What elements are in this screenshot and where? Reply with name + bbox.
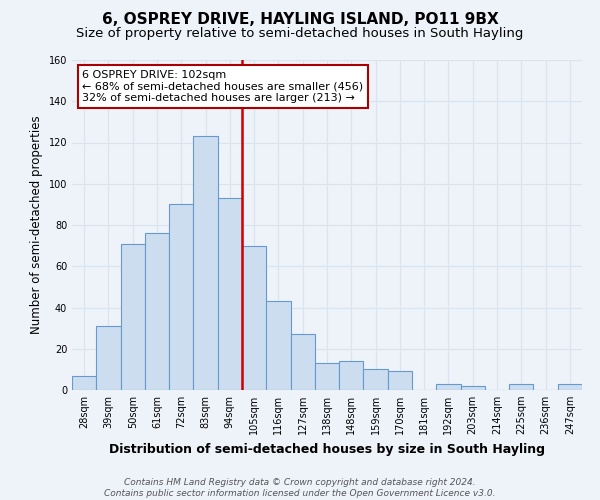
Bar	[388, 372, 412, 390]
Bar	[266, 302, 290, 390]
X-axis label: Distribution of semi-detached houses by size in South Hayling: Distribution of semi-detached houses by …	[109, 442, 545, 456]
Bar	[218, 198, 242, 390]
Bar	[96, 326, 121, 390]
Bar	[558, 384, 582, 390]
Bar	[121, 244, 145, 390]
Bar	[193, 136, 218, 390]
Text: 6 OSPREY DRIVE: 102sqm
← 68% of semi-detached houses are smaller (456)
32% of se: 6 OSPREY DRIVE: 102sqm ← 68% of semi-det…	[82, 70, 364, 103]
Bar	[315, 363, 339, 390]
Bar	[461, 386, 485, 390]
Bar	[169, 204, 193, 390]
Bar	[290, 334, 315, 390]
Text: Contains HM Land Registry data © Crown copyright and database right 2024.
Contai: Contains HM Land Registry data © Crown c…	[104, 478, 496, 498]
Bar	[436, 384, 461, 390]
Bar	[145, 233, 169, 390]
Bar	[72, 376, 96, 390]
Bar	[242, 246, 266, 390]
Bar	[509, 384, 533, 390]
Text: Size of property relative to semi-detached houses in South Hayling: Size of property relative to semi-detach…	[76, 28, 524, 40]
Y-axis label: Number of semi-detached properties: Number of semi-detached properties	[30, 116, 43, 334]
Bar	[339, 361, 364, 390]
Bar	[364, 370, 388, 390]
Text: 6, OSPREY DRIVE, HAYLING ISLAND, PO11 9BX: 6, OSPREY DRIVE, HAYLING ISLAND, PO11 9B…	[101, 12, 499, 28]
